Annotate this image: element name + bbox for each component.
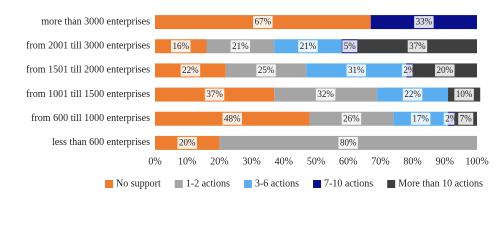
label-bg — [180, 64, 201, 77]
legend-label: No support — [116, 178, 161, 189]
data-label: 80% — [340, 137, 357, 147]
x-tick-label: 100% — [465, 156, 488, 167]
data-label: 2% — [445, 113, 458, 123]
label-bg — [414, 16, 434, 29]
label-bg — [402, 88, 423, 101]
legend-swatch — [243, 180, 252, 188]
label-bg — [298, 40, 318, 53]
label-bg — [171, 40, 191, 53]
x-tick-label: 10% — [178, 156, 196, 167]
label-bg — [222, 112, 243, 125]
data-label: 33% — [416, 17, 433, 27]
label-bg — [256, 64, 276, 77]
y-tick-label: from 600 till 1000 enterprises — [31, 113, 150, 124]
legend-label: 3-6 actions — [255, 178, 299, 189]
legend-label: 1-2 actions — [186, 178, 230, 189]
data-label: 31% — [348, 65, 365, 75]
x-tick-label: 80% — [403, 156, 421, 167]
label-bg — [410, 112, 431, 125]
data-label: 7% — [460, 113, 473, 123]
data-label: 17% — [412, 113, 429, 123]
data-label: 48% — [224, 113, 241, 123]
legend-swatch — [313, 180, 322, 188]
legend-label: 7-10 actions — [324, 178, 373, 189]
data-label: 10% — [456, 89, 473, 99]
legend-label: More than 10 actions — [398, 178, 483, 189]
data-label: 2% — [403, 65, 416, 75]
data-label: 37% — [409, 41, 426, 51]
label-bg — [338, 136, 358, 149]
label-bg — [230, 40, 251, 53]
data-label: 5% — [344, 41, 357, 51]
x-tick-label: 0% — [148, 156, 161, 167]
data-label: 21% — [232, 41, 249, 51]
data-label: 22% — [182, 65, 199, 75]
x-tick-label: 40% — [275, 156, 293, 167]
label-bg — [177, 136, 197, 149]
label-bg — [315, 88, 336, 101]
y-tick-label: less than 600 enterprises — [52, 137, 150, 148]
data-label: 67% — [255, 17, 272, 27]
data-label: 25% — [258, 65, 275, 75]
x-tick-label: 90% — [436, 156, 454, 167]
data-label: 32% — [317, 89, 334, 99]
y-tick-label: from 1001 till 1500 enterprises — [26, 89, 150, 100]
y-tick-label: from 2001 till 3000 enterprises — [26, 41, 150, 52]
data-label: 22% — [404, 89, 421, 99]
legend-swatch — [387, 180, 396, 188]
data-label: 16% — [173, 41, 190, 51]
y-tick-label: more than 3000 enterprises — [41, 16, 150, 27]
label-bg — [342, 40, 358, 53]
data-label: 37% — [206, 89, 223, 99]
data-label: 21% — [300, 41, 317, 51]
data-label: 20% — [437, 65, 454, 75]
x-tick-label: 20% — [210, 156, 228, 167]
legend-swatch — [174, 180, 183, 188]
label-bg — [435, 64, 455, 77]
legend-swatch — [105, 180, 113, 188]
x-tick-label: 50% — [307, 156, 325, 167]
x-tick-label: 30% — [242, 156, 260, 167]
chart: 0% 10% 20% 30% 40% 50% 60% 70% 80% 90% 100% more th… — [26, 15, 489, 189]
label-bg — [346, 64, 366, 77]
label-bg — [253, 16, 273, 29]
label-bg — [341, 112, 362, 125]
data-label: 26% — [343, 113, 360, 123]
data-label: 20% — [179, 137, 196, 147]
x-tick-label: 60% — [339, 156, 357, 167]
y-tick-label: from 1501 till 2000 enterprises — [26, 65, 150, 76]
label-bg — [407, 40, 428, 53]
label-bg — [458, 112, 474, 125]
label-bg — [204, 88, 225, 101]
x-tick-label: 70% — [371, 156, 389, 167]
label-bg — [454, 88, 474, 101]
